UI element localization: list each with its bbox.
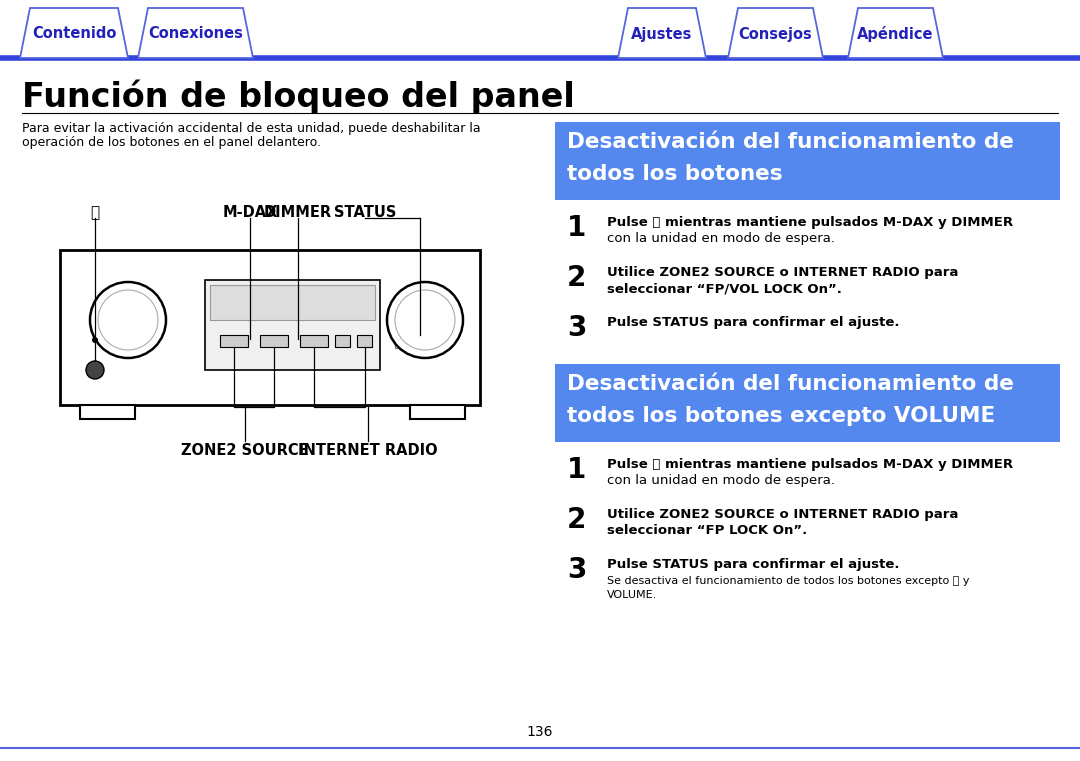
FancyBboxPatch shape bbox=[210, 285, 375, 320]
Text: Consejos: Consejos bbox=[739, 27, 812, 42]
Text: ⏻: ⏻ bbox=[91, 205, 99, 220]
Text: Conexiones: Conexiones bbox=[148, 27, 243, 42]
FancyBboxPatch shape bbox=[555, 364, 1059, 442]
Text: 136: 136 bbox=[527, 725, 553, 739]
Text: Utilice ZONE2 SOURCE o INTERNET RADIO para: Utilice ZONE2 SOURCE o INTERNET RADIO pa… bbox=[607, 508, 958, 521]
Text: seleccionar “FP LOCK On”.: seleccionar “FP LOCK On”. bbox=[607, 524, 807, 537]
Text: DIMMER: DIMMER bbox=[264, 205, 332, 220]
Text: Desactivación del funcionamiento de: Desactivación del funcionamiento de bbox=[567, 132, 1014, 152]
Circle shape bbox=[92, 337, 98, 343]
Text: Para evitar la activación accidental de esta unidad, puede deshabilitar la: Para evitar la activación accidental de … bbox=[22, 122, 481, 135]
Text: Pulse STATUS para confirmar el ajuste.: Pulse STATUS para confirmar el ajuste. bbox=[607, 316, 900, 329]
Text: STATUS: STATUS bbox=[334, 205, 396, 220]
Polygon shape bbox=[21, 8, 129, 58]
Text: todos los botones: todos los botones bbox=[567, 164, 783, 184]
Text: ZONE2 SOURCE: ZONE2 SOURCE bbox=[181, 443, 309, 458]
FancyBboxPatch shape bbox=[555, 122, 1059, 200]
Text: Utilice ZONE2 SOURCE o INTERNET RADIO para: Utilice ZONE2 SOURCE o INTERNET RADIO pa… bbox=[607, 266, 958, 279]
FancyBboxPatch shape bbox=[205, 280, 380, 370]
Text: Apéndice: Apéndice bbox=[858, 26, 934, 42]
FancyBboxPatch shape bbox=[410, 405, 465, 419]
Text: 1: 1 bbox=[567, 456, 586, 484]
FancyBboxPatch shape bbox=[260, 335, 288, 347]
Text: 3: 3 bbox=[567, 314, 586, 342]
FancyBboxPatch shape bbox=[60, 250, 480, 405]
Circle shape bbox=[98, 290, 158, 350]
Text: 2: 2 bbox=[567, 264, 586, 292]
FancyBboxPatch shape bbox=[80, 405, 135, 419]
FancyBboxPatch shape bbox=[300, 335, 328, 347]
Polygon shape bbox=[138, 8, 253, 58]
Text: Función de bloqueo del panel: Función de bloqueo del panel bbox=[22, 80, 575, 114]
Polygon shape bbox=[728, 8, 823, 58]
Text: operación de los botones en el panel delantero.: operación de los botones en el panel del… bbox=[22, 136, 321, 149]
Circle shape bbox=[387, 282, 463, 358]
Text: con la unidad en modo de espera.: con la unidad en modo de espera. bbox=[607, 474, 835, 487]
FancyBboxPatch shape bbox=[357, 335, 372, 347]
FancyBboxPatch shape bbox=[220, 335, 248, 347]
Text: Pulse STATUS para confirmar el ajuste.: Pulse STATUS para confirmar el ajuste. bbox=[607, 558, 900, 571]
Circle shape bbox=[90, 282, 166, 358]
FancyBboxPatch shape bbox=[395, 330, 445, 348]
Polygon shape bbox=[848, 8, 943, 58]
Text: Pulse ⏻ mientras mantiene pulsados M-DAX y DIMMER: Pulse ⏻ mientras mantiene pulsados M-DAX… bbox=[607, 458, 1013, 471]
Text: Ajustes: Ajustes bbox=[632, 27, 692, 42]
Circle shape bbox=[395, 290, 455, 350]
Text: 3: 3 bbox=[567, 556, 586, 584]
FancyBboxPatch shape bbox=[335, 335, 350, 347]
Text: Desactivación del funcionamiento de: Desactivación del funcionamiento de bbox=[567, 374, 1014, 394]
Text: INTERNET RADIO: INTERNET RADIO bbox=[298, 443, 437, 458]
Text: 1: 1 bbox=[567, 214, 586, 242]
Text: Se desactiva el funcionamiento de todos los botones excepto ⏻ y
VOLUME.: Se desactiva el funcionamiento de todos … bbox=[607, 576, 970, 600]
Text: seleccionar “FP/VOL LOCK On”.: seleccionar “FP/VOL LOCK On”. bbox=[607, 282, 842, 295]
Text: Pulse ⏻ mientras mantiene pulsados M-DAX y DIMMER: Pulse ⏻ mientras mantiene pulsados M-DAX… bbox=[607, 216, 1013, 229]
Text: con la unidad en modo de espera.: con la unidad en modo de espera. bbox=[607, 232, 835, 245]
Polygon shape bbox=[618, 8, 706, 58]
Text: M-DAX: M-DAX bbox=[222, 205, 278, 220]
Text: Contenido: Contenido bbox=[31, 27, 117, 42]
Text: todos los botones excepto VOLUME: todos los botones excepto VOLUME bbox=[567, 406, 996, 426]
Circle shape bbox=[86, 361, 104, 379]
Text: 2: 2 bbox=[567, 506, 586, 534]
